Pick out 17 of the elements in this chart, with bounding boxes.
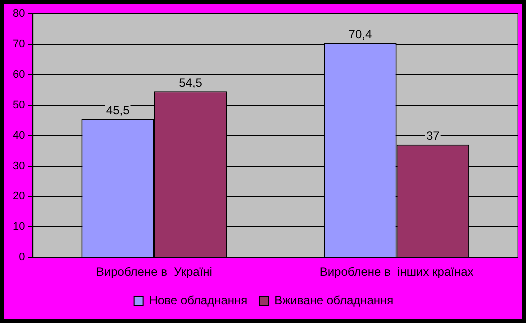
x-tick-label: Вироблене в Україні — [96, 265, 212, 280]
y-tick-label: 70 — [12, 38, 26, 50]
y-tick-label: 40 — [12, 130, 26, 142]
data-label: 70,4 — [348, 28, 372, 42]
data-label: 37 — [426, 129, 440, 144]
y-tick-label: 10 — [12, 221, 26, 234]
legend-label: Вживане обладнання — [274, 293, 394, 308]
data-label: 45,5 — [106, 103, 130, 118]
y-tick-label: 20 — [12, 190, 26, 203]
legend-label: Нове обладнання — [149, 293, 248, 308]
y-tick-label: 50 — [12, 99, 26, 112]
data-label: 54,5 — [179, 76, 203, 90]
y-tick-label: 0 — [19, 252, 26, 264]
y-tick-label: 60 — [12, 68, 26, 81]
y-tick-label: 30 — [12, 160, 26, 172]
x-tick-label: Вироблене в інших країнах — [320, 265, 474, 280]
y-tick-label: 80 — [12, 8, 26, 20]
